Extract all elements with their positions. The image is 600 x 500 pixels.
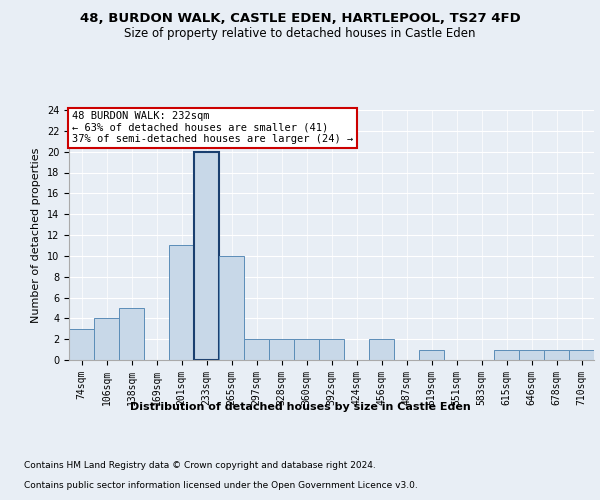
Bar [419, 350, 444, 360]
Bar [219, 256, 244, 360]
Bar [269, 339, 294, 360]
Bar [519, 350, 544, 360]
Bar [194, 152, 219, 360]
Bar [569, 350, 594, 360]
Text: Size of property relative to detached houses in Castle Eden: Size of property relative to detached ho… [124, 28, 476, 40]
Bar [69, 329, 94, 360]
Bar [119, 308, 144, 360]
Text: Contains HM Land Registry data © Crown copyright and database right 2024.: Contains HM Land Registry data © Crown c… [24, 461, 376, 470]
Y-axis label: Number of detached properties: Number of detached properties [31, 148, 41, 322]
Bar [319, 339, 344, 360]
Text: 48 BURDON WALK: 232sqm
← 63% of detached houses are smaller (41)
37% of semi-det: 48 BURDON WALK: 232sqm ← 63% of detached… [71, 112, 353, 144]
Text: Distribution of detached houses by size in Castle Eden: Distribution of detached houses by size … [130, 402, 470, 412]
Bar [369, 339, 394, 360]
Bar [94, 318, 119, 360]
Bar [494, 350, 519, 360]
Bar [294, 339, 319, 360]
Bar [244, 339, 269, 360]
Bar [169, 246, 194, 360]
Bar [544, 350, 569, 360]
Text: Contains public sector information licensed under the Open Government Licence v3: Contains public sector information licen… [24, 481, 418, 490]
Text: 48, BURDON WALK, CASTLE EDEN, HARTLEPOOL, TS27 4FD: 48, BURDON WALK, CASTLE EDEN, HARTLEPOOL… [80, 12, 520, 26]
